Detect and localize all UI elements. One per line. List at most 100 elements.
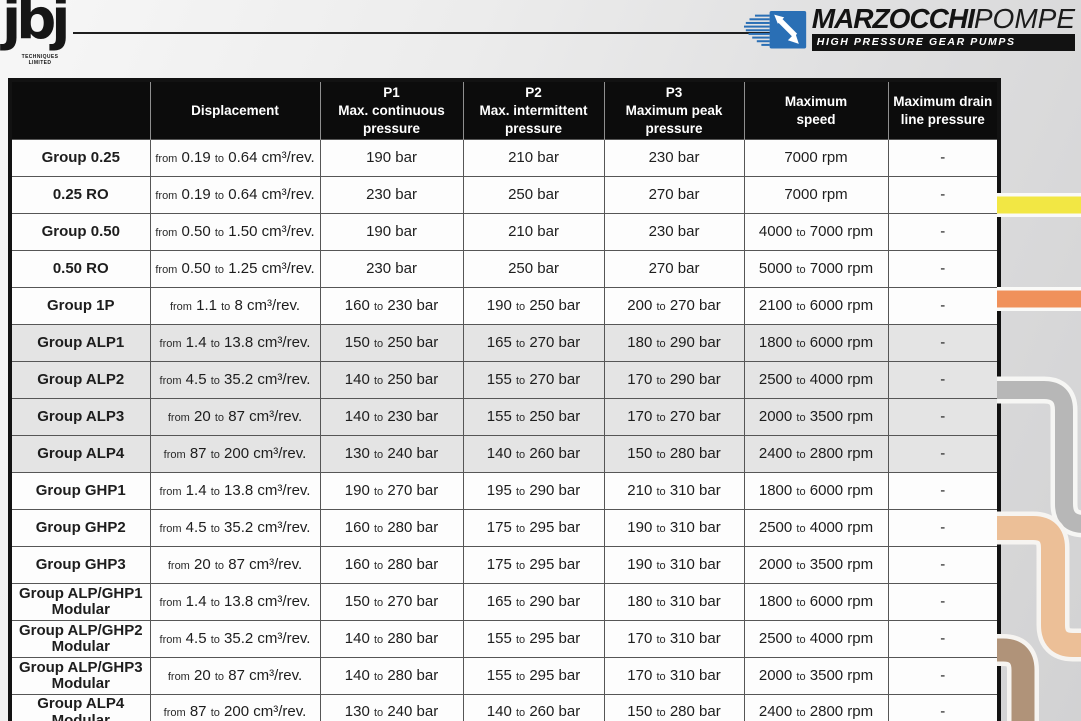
speed-cell: 1800 to 6000 rpm bbox=[743, 472, 889, 511]
pump-spec-table: Displacement P1 Max. continuous pressure P… bbox=[8, 78, 1001, 721]
table-row: Group GHP1 from 1.4 to 13.8 cm³/rev. 190 t… bbox=[9, 472, 1000, 511]
range-word: to bbox=[210, 707, 220, 720]
displacement-cell: from 4.5 to 35.2 cm³/rev. bbox=[149, 620, 321, 659]
drain-cell: - bbox=[887, 472, 1000, 511]
range-word: to bbox=[796, 560, 806, 573]
range-word: to bbox=[373, 671, 384, 684]
range-word: to bbox=[214, 671, 225, 684]
range-word: to bbox=[515, 301, 526, 314]
displacement-cell: from 4.5 to 35.2 cm³/rev. bbox=[149, 361, 321, 400]
range-word: from bbox=[163, 707, 186, 720]
speed-cell: 2400 to 2800 rpm bbox=[743, 435, 889, 474]
p2-cell: 140 to 260 bar bbox=[462, 435, 605, 474]
range-word: to bbox=[796, 375, 806, 388]
range-word: to bbox=[221, 301, 231, 314]
header-rule bbox=[73, 32, 795, 34]
p3-cell: 270 bar bbox=[603, 176, 745, 215]
table-header: Displacement P1 Max. continuous pressure P… bbox=[10, 80, 999, 140]
p3-cell: 200 to 270 bar bbox=[603, 287, 745, 326]
p2-cell: 175 to 295 bar bbox=[462, 546, 605, 585]
range-word: to bbox=[515, 338, 526, 351]
speed-cell: 2500 to 4000 rpm bbox=[743, 620, 889, 659]
p3-cell: 190 to 310 bar bbox=[603, 546, 745, 585]
group-cell: Group ALP2 bbox=[9, 361, 151, 400]
column-header-p3: P3 Maximum peak pressure bbox=[603, 80, 744, 140]
p2-cell: 155 to 270 bar bbox=[462, 361, 605, 400]
group-cell: Group ALP4 Modular bbox=[9, 694, 151, 721]
displacement-cell: from 0.19 to 0.64 cm³/rev. bbox=[149, 139, 321, 178]
p1-cell: 140 to 280 bar bbox=[319, 657, 464, 696]
range-word: to bbox=[214, 153, 225, 166]
displacement-cell: from 0.50 to 1.50 cm³/rev. bbox=[149, 213, 321, 252]
p1-cell: 140 to 230 bar bbox=[319, 398, 464, 437]
group-cell: Group ALP3 bbox=[9, 398, 151, 437]
range-word: from bbox=[159, 375, 182, 388]
marzocchi-brand: MARZOCCHIPOMPE bbox=[812, 5, 1075, 33]
displacement-cell: from 20 to 87 cm³/rev. bbox=[149, 546, 321, 585]
table-row: Group ALP3 from 20 to 87 cm³/rev. 140 to 2… bbox=[9, 398, 1000, 437]
p2-cell: 165 to 270 bar bbox=[462, 324, 605, 363]
speed-cell: 2000 to 3500 rpm bbox=[743, 546, 889, 585]
range-word: to bbox=[796, 523, 806, 536]
range-word: to bbox=[214, 412, 225, 425]
p3-cell: 180 to 310 bar bbox=[603, 583, 745, 622]
p3-cell: 230 bar bbox=[603, 213, 745, 252]
range-word: from bbox=[169, 301, 192, 314]
group-cell: Group GHP2 bbox=[9, 509, 151, 548]
displacement-cell: from 0.19 to 0.64 cm³/rev. bbox=[149, 176, 321, 215]
group-cell: Group ALP1 bbox=[9, 324, 151, 363]
p1-cell: 130 to 240 bar bbox=[319, 694, 464, 721]
speed-cell: 2000 to 3500 rpm bbox=[743, 398, 889, 437]
table-row: Group 1P from 1.1 to 8 cm³/rev. 160 to 230… bbox=[9, 287, 1000, 326]
drain-cell: - bbox=[887, 139, 1000, 178]
drain-cell: - bbox=[887, 435, 1000, 474]
range-word: to bbox=[796, 597, 806, 610]
p2-cell: 195 to 290 bar bbox=[462, 472, 605, 511]
range-word: to bbox=[373, 486, 384, 499]
p3-cell: 230 bar bbox=[603, 139, 745, 178]
group-cell: Group 0.50 bbox=[9, 213, 151, 252]
range-word: to bbox=[796, 338, 806, 351]
range-word: to bbox=[515, 449, 526, 462]
range-word: to bbox=[515, 412, 526, 425]
range-word: to bbox=[656, 338, 666, 351]
p2-cell: 155 to 250 bar bbox=[462, 398, 605, 437]
displacement-cell: from 1.4 to 13.8 cm³/rev. bbox=[149, 472, 321, 511]
table-row: Group ALP/GHP2 Modular from 4.5 to 35.2 cm… bbox=[9, 620, 1000, 659]
range-word: to bbox=[656, 523, 666, 536]
range-word: to bbox=[210, 523, 220, 536]
range-word: to bbox=[210, 375, 220, 388]
range-word: from bbox=[159, 523, 182, 536]
displacement-cell: from 1.1 to 8 cm³/rev. bbox=[149, 287, 321, 326]
range-word: from bbox=[167, 671, 190, 684]
drain-cell: - bbox=[887, 250, 1000, 289]
range-word: from bbox=[159, 634, 182, 647]
group-cell: Group 0.25 bbox=[9, 139, 151, 178]
table-body: Group 0.25 from 0.19 to 0.64 cm³/rev. 190 … bbox=[9, 139, 1000, 721]
group-cell: Group GHP3 bbox=[9, 546, 151, 585]
drain-cell: - bbox=[887, 583, 1000, 622]
p2-cell: 155 to 295 bar bbox=[462, 657, 605, 696]
table-row: Group ALP/GHP1 Modular from 1.4 to 13.8 cm… bbox=[9, 583, 1000, 622]
p2-cell: 175 to 295 bar bbox=[462, 509, 605, 548]
p1-cell: 140 to 280 bar bbox=[319, 620, 464, 659]
displacement-cell: from 1.4 to 13.8 cm³/rev. bbox=[149, 324, 321, 363]
displacement-cell: from 87 to 200 cm³/rev. bbox=[149, 694, 321, 721]
group-cell: Group ALP/GHP1 Modular bbox=[9, 583, 151, 622]
column-header-speed: Maximum speed bbox=[743, 80, 888, 140]
p2-cell: 140 to 260 bar bbox=[462, 694, 605, 721]
range-word: from bbox=[163, 449, 186, 462]
group-cell: Group ALP4 bbox=[9, 435, 151, 474]
range-word: to bbox=[656, 301, 666, 314]
drain-cell: - bbox=[887, 657, 1000, 696]
p3-cell: 170 to 310 bar bbox=[603, 657, 745, 696]
range-word: to bbox=[656, 597, 666, 610]
displacement-cell: from 0.50 to 1.25 cm³/rev. bbox=[149, 250, 321, 289]
table-row: 0.50 RO from 0.50 to 1.25 cm³/rev. 230 bar… bbox=[9, 250, 1000, 289]
range-word: from bbox=[159, 597, 182, 610]
range-word: to bbox=[515, 486, 526, 499]
range-word: from bbox=[155, 264, 178, 277]
speed-cell: 1800 to 6000 rpm bbox=[743, 324, 889, 363]
column-header-p2: P2 Max. intermittent pressure bbox=[462, 80, 604, 140]
range-word: from bbox=[167, 412, 190, 425]
